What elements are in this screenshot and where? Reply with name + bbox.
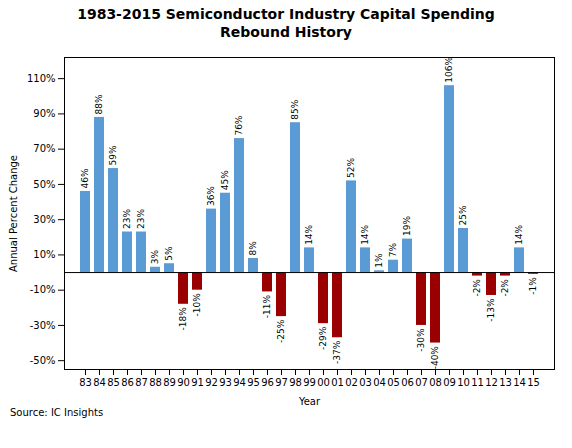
svg-text:90%: 90% bbox=[33, 108, 55, 119]
svg-text:11: 11 bbox=[471, 377, 484, 388]
svg-text:52%: 52% bbox=[346, 157, 356, 177]
svg-text:-13%: -13% bbox=[486, 298, 496, 322]
svg-text:106%: 106% bbox=[444, 57, 454, 83]
svg-text:92: 92 bbox=[205, 377, 218, 388]
svg-text:83: 83 bbox=[79, 377, 92, 388]
html-text:Source: IC Insights: Source: IC Insights bbox=[10, 407, 104, 418]
svg-text:89: 89 bbox=[163, 377, 176, 388]
svg-text:13: 13 bbox=[499, 377, 512, 388]
svg-text:70%: 70% bbox=[33, 143, 55, 154]
svg-text:19%: 19% bbox=[402, 216, 412, 236]
svg-text:-18%: -18% bbox=[178, 307, 188, 331]
svg-text:97: 97 bbox=[275, 377, 288, 388]
svg-text:-30%: -30% bbox=[416, 328, 426, 352]
svg-text:110%: 110% bbox=[27, 73, 56, 84]
svg-text:12: 12 bbox=[485, 377, 498, 388]
svg-text:93: 93 bbox=[219, 377, 232, 388]
svg-text:23%: 23% bbox=[122, 209, 132, 229]
svg-text:59%: 59% bbox=[108, 145, 118, 165]
svg-text:90: 90 bbox=[177, 377, 190, 388]
svg-text:91: 91 bbox=[191, 377, 204, 388]
svg-text:08: 08 bbox=[429, 377, 442, 388]
svg-text:88: 88 bbox=[149, 377, 162, 388]
svg-text:-50%: -50% bbox=[30, 355, 56, 366]
svg-text:8%: 8% bbox=[248, 241, 258, 256]
svg-text:-2%: -2% bbox=[472, 279, 482, 297]
svg-text:5%: 5% bbox=[164, 246, 174, 261]
svg-text:7%: 7% bbox=[388, 242, 398, 257]
svg-text:95: 95 bbox=[247, 377, 260, 388]
svg-text:06: 06 bbox=[401, 377, 414, 388]
svg-text:86: 86 bbox=[121, 377, 134, 388]
svg-text:23%: 23% bbox=[136, 209, 146, 229]
html-text:1983-2015 Semiconductor Indust: 1983-2015 Semiconductor Industry Capital… bbox=[77, 6, 495, 40]
svg-text:76%: 76% bbox=[234, 115, 244, 135]
svg-text:1%: 1% bbox=[374, 253, 384, 268]
svg-text:85%: 85% bbox=[290, 99, 300, 119]
svg-text:87: 87 bbox=[135, 377, 148, 388]
svg-text:-11%: -11% bbox=[262, 295, 272, 319]
svg-text:50%: 50% bbox=[33, 179, 55, 190]
svg-text:00: 00 bbox=[317, 377, 330, 388]
svg-text:10: 10 bbox=[457, 377, 470, 388]
svg-text:3%: 3% bbox=[150, 250, 160, 265]
svg-text:14%: 14% bbox=[304, 224, 314, 244]
svg-text:85: 85 bbox=[107, 377, 120, 388]
svg-text:-1%: -1% bbox=[528, 277, 538, 295]
svg-text:30%: 30% bbox=[33, 214, 55, 225]
svg-text:07: 07 bbox=[415, 377, 428, 388]
svg-text:94: 94 bbox=[233, 377, 246, 388]
svg-text:04: 04 bbox=[373, 377, 386, 388]
svg-text:14%: 14% bbox=[360, 224, 370, 244]
svg-text:99: 99 bbox=[303, 377, 316, 388]
svg-text:98: 98 bbox=[289, 377, 302, 388]
svg-text:88%: 88% bbox=[94, 94, 104, 114]
svg-text:25%: 25% bbox=[458, 205, 468, 225]
svg-text:02: 02 bbox=[345, 377, 358, 388]
svg-text:03: 03 bbox=[359, 377, 372, 388]
svg-text:-10%: -10% bbox=[30, 284, 56, 295]
svg-text:-40%: -40% bbox=[430, 346, 440, 370]
svg-text:01: 01 bbox=[331, 377, 344, 388]
svg-text:10%: 10% bbox=[33, 249, 55, 260]
svg-text:84: 84 bbox=[93, 377, 106, 388]
svg-text:Annual Percent Change: Annual Percent Change bbox=[8, 155, 19, 272]
svg-text:96: 96 bbox=[261, 377, 274, 388]
svg-text:45%: 45% bbox=[220, 170, 230, 190]
svg-text:14: 14 bbox=[513, 377, 526, 388]
svg-text:14%: 14% bbox=[514, 224, 524, 244]
svg-text:05: 05 bbox=[387, 377, 400, 388]
svg-text:36%: 36% bbox=[206, 186, 216, 206]
svg-text:Year: Year bbox=[298, 396, 321, 407]
svg-text:-30%: -30% bbox=[30, 320, 56, 331]
svg-text:-2%: -2% bbox=[500, 279, 510, 297]
svg-text:09: 09 bbox=[443, 377, 456, 388]
svg-text:46%: 46% bbox=[80, 168, 90, 188]
svg-text:-29%: -29% bbox=[318, 326, 328, 350]
svg-text:-25%: -25% bbox=[276, 319, 286, 343]
svg-text:-10%: -10% bbox=[192, 293, 202, 317]
svg-text:-37%: -37% bbox=[332, 340, 342, 364]
svg-text:15: 15 bbox=[527, 377, 540, 388]
